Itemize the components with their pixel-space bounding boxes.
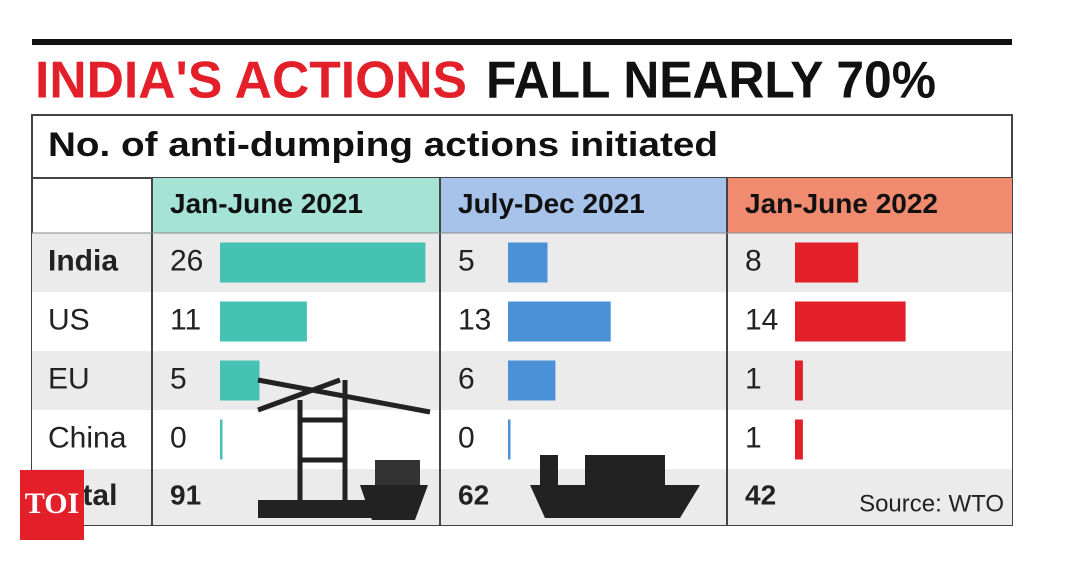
- value-label: 11: [170, 303, 201, 336]
- bar: [508, 360, 556, 401]
- bar: [795, 419, 803, 460]
- value-label: 0: [170, 421, 187, 454]
- quay: [258, 500, 378, 518]
- bar: [795, 301, 906, 342]
- column-header-background: [152, 178, 440, 233]
- value-label: 0: [458, 421, 475, 454]
- row-background: [32, 469, 1012, 525]
- ship-bridge: [540, 455, 558, 485]
- row-label: US: [48, 303, 90, 336]
- ship: [530, 485, 700, 518]
- crane: [257, 377, 431, 505]
- bar: [795, 242, 859, 283]
- row-label: China: [48, 421, 127, 454]
- chart-title-highlight: INDIA'S ACTIONS: [35, 52, 467, 110]
- bar: [795, 360, 803, 401]
- bar: [220, 301, 307, 342]
- row-label: India: [48, 244, 118, 277]
- bar: [220, 242, 426, 283]
- value-label: 5: [458, 244, 475, 277]
- value-label: 13: [458, 303, 491, 336]
- column-header: Jan-June 2021: [170, 188, 363, 219]
- bar: [220, 360, 260, 401]
- bar: [220, 419, 223, 460]
- bar: [508, 301, 611, 342]
- source: Source: WTO: [859, 490, 1004, 517]
- column-header: Jan-June 2022: [745, 188, 938, 219]
- bar: [508, 242, 548, 283]
- row-label: EU: [48, 362, 90, 395]
- ship-containers: [585, 455, 665, 485]
- value-label: 14: [745, 303, 778, 336]
- value-label: 6: [458, 362, 475, 395]
- logo: TOI: [25, 487, 79, 520]
- chart-subtitle: No. of anti-dumping actions initiated: [48, 126, 718, 164]
- column-header: July-Dec 2021: [458, 188, 645, 219]
- ship-small: [360, 485, 428, 520]
- column-header-background: [727, 178, 1012, 233]
- value-label: 26: [170, 244, 203, 277]
- chart-title: FALL NEARLY 70%: [486, 52, 936, 110]
- illustration: [257, 377, 700, 520]
- value-label: 1: [745, 362, 762, 395]
- value-label: 1: [745, 421, 762, 454]
- value-label: 8: [745, 244, 762, 277]
- total-value: 91: [170, 479, 201, 510]
- bar: [508, 419, 511, 460]
- logo-box: [20, 470, 84, 540]
- containers: [375, 460, 420, 485]
- total-value: 42: [745, 479, 776, 510]
- row-background: [32, 410, 1012, 469]
- column-header-background: [440, 178, 727, 233]
- value-label: 5: [170, 362, 187, 395]
- total-value: 62: [458, 479, 489, 510]
